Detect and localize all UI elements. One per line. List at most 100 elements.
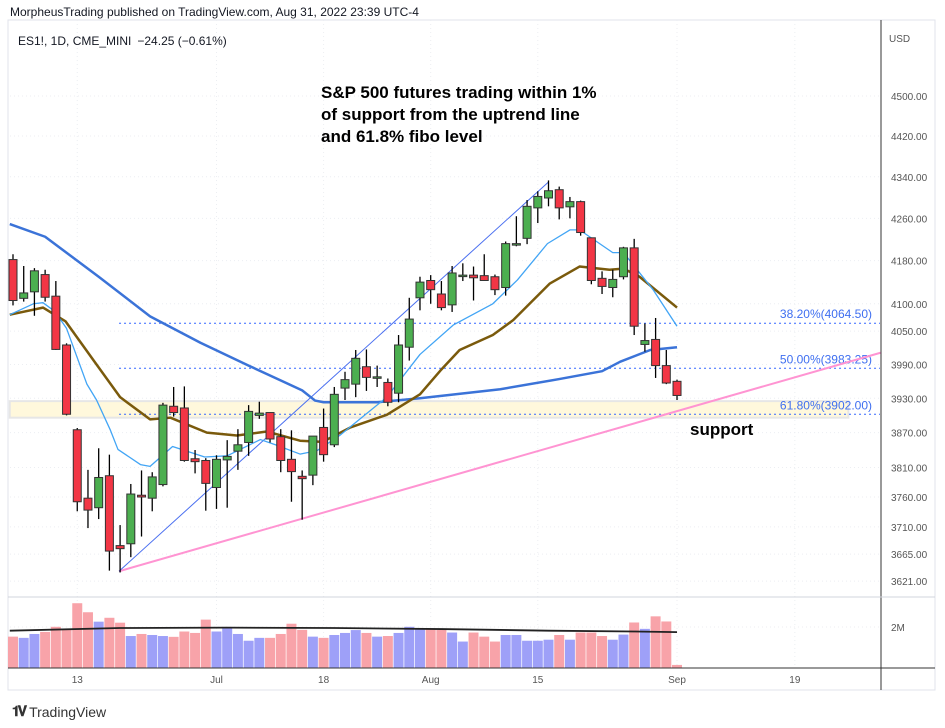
volume-bar [414, 628, 425, 668]
price-tick-label: 4050.00 [891, 327, 928, 338]
time-tick-label: 18 [318, 675, 330, 686]
footer-brand: TradingView [29, 703, 107, 720]
volume-bar [607, 639, 618, 668]
symbol-info: ES1!, 1D, CME_MINI −24.25 (−0.61%) [18, 34, 227, 48]
candle-down [597, 277, 607, 287]
candle-down [265, 412, 275, 440]
candle-up [522, 205, 532, 239]
volume-bar [200, 619, 211, 668]
volume-pane [8, 603, 683, 668]
volume-bar [190, 632, 201, 668]
time-tick-label: Jul [210, 675, 223, 686]
candle-up [565, 201, 575, 208]
candle-up [329, 393, 339, 446]
candle-down [361, 366, 371, 378]
volume-bar [50, 626, 61, 668]
candle-down [426, 279, 436, 291]
volume-bar [554, 634, 565, 668]
volume-bar [179, 631, 190, 668]
volume-bar [543, 639, 554, 668]
price-tick-label: 3810.00 [891, 464, 928, 475]
candle-up [415, 281, 425, 299]
time-tick-label: Aug [422, 675, 440, 686]
price-tick-label: 3930.00 [891, 394, 928, 405]
candle-down [490, 276, 500, 291]
footer: 𝟏𝐕 TradingView [12, 703, 106, 720]
tradingview-logo-icon: 𝟏𝐕 [12, 703, 27, 719]
volume-bar [168, 636, 179, 668]
volume-bar [586, 632, 597, 668]
fib-label: 61.80%(3902.00) [780, 398, 872, 412]
price-tick-label: 4340.00 [891, 173, 928, 184]
candle-down [661, 365, 671, 384]
volume-bar [93, 621, 104, 668]
candle-down [8, 259, 18, 302]
price-tick-label: 3665.00 [891, 550, 928, 561]
annotation-line-1: S&P 500 futures trading within 1% [321, 83, 597, 102]
candle-down [554, 189, 564, 209]
candle-down [179, 407, 189, 461]
volume-bar [511, 634, 522, 668]
annotation-line-2: of support from the uptrend line [321, 105, 580, 124]
support-zone-rect [8, 400, 850, 419]
uptrend-line [118, 181, 549, 572]
candle-down [319, 426, 329, 456]
volume-bar [8, 636, 18, 668]
candle-up [211, 458, 221, 489]
candle-up [29, 270, 39, 293]
candle-down [83, 497, 93, 511]
price-tick-label: 4420.00 [891, 132, 928, 143]
price-axis[interactable]: 4500.00 4420.00 4340.00 4260.00 4180.00 4100.… [891, 92, 928, 634]
candle-up [158, 404, 168, 486]
volume-bar [275, 633, 286, 668]
volume-bar [564, 639, 575, 668]
volume-bar [340, 632, 351, 668]
volume-bar [522, 640, 533, 668]
candle-up [640, 340, 650, 345]
candle-up [19, 292, 29, 299]
candle-up [222, 455, 232, 461]
time-tick-label: 15 [532, 675, 544, 686]
volume-bar [436, 629, 447, 668]
candle-up [351, 357, 361, 385]
candle-down [576, 201, 586, 234]
candle-down [276, 436, 286, 461]
volume-bar [350, 630, 361, 668]
candle-up [501, 243, 511, 289]
volume-bar [639, 628, 650, 668]
candle-down [586, 237, 596, 281]
time-tick-label: 19 [789, 675, 801, 686]
candle-up [340, 379, 350, 389]
volume-bar [243, 640, 254, 668]
fib-label: 38.20%(4064.50) [780, 307, 872, 321]
volume-bar [82, 612, 93, 668]
candle-down [297, 475, 307, 480]
candle-up [544, 190, 553, 199]
volume-tick-label: 2M [891, 623, 905, 634]
volume-bar [661, 621, 672, 668]
candle-up [372, 376, 382, 379]
price-tick-label: 3990.00 [891, 360, 928, 371]
price-tick-label: 4260.00 [891, 214, 928, 225]
candle-down [190, 458, 200, 463]
volume-bar [500, 634, 511, 668]
volume-bar [318, 637, 329, 668]
volume-bar [618, 634, 629, 668]
time-axis[interactable]: 13 Jul 18 Aug 15 Sep 19 [72, 675, 801, 686]
candle-up [511, 243, 521, 246]
indicator-lines [9, 181, 881, 573]
volume-bar [404, 626, 415, 668]
volume-bar [125, 636, 136, 668]
candle-down [286, 458, 296, 473]
volume-bar [157, 636, 168, 668]
candle-down [169, 405, 179, 414]
symbol-name: ES1!, 1D, CME_MINI [18, 34, 131, 48]
volume-bar [254, 637, 265, 668]
candle-down [72, 429, 82, 503]
volume-bar [479, 636, 490, 668]
candle-up [254, 412, 264, 416]
price-tick-label: 3710.00 [891, 523, 928, 534]
candle-up [533, 195, 543, 209]
volume-bar [297, 629, 308, 668]
